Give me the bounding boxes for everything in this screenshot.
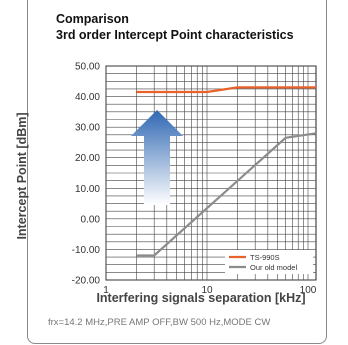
legend-label-ts990s: TS-990S <box>250 253 280 262</box>
series-line-ts990s <box>136 86 316 94</box>
y-tick-label: 10.00 <box>75 184 100 195</box>
y-tick-label: 0.00 <box>81 214 101 225</box>
chart-annotation: frx=14.2 MHz,PRE AMP OFF,BW 500 Hz,MODE … <box>48 317 271 328</box>
up-arrow-icon <box>131 110 184 205</box>
y-tick-label: 30.00 <box>75 123 100 134</box>
series-line-old-model <box>136 132 317 257</box>
chart-subtitle: 3rd order Intercept Point characteristic… <box>56 28 294 42</box>
chart-title: Comparison <box>56 12 129 26</box>
x-tick-label: 10 <box>201 285 213 296</box>
x-tick-label: 1 <box>103 285 109 296</box>
y-tick-label: -10.00 <box>72 245 101 256</box>
legend-box <box>225 250 313 274</box>
y-tick-label: -20.00 <box>72 276 101 287</box>
legend-label-old-model: Our old model <box>250 263 297 272</box>
x-axis-title: Interfering signals separation [kHz] <box>96 291 305 305</box>
y-axis-title: Intercept Point [dBm] <box>15 112 29 239</box>
chart-frame <box>27 0 327 344</box>
y-tick-label: 50.00 <box>75 62 100 73</box>
y-tick-label: 20.00 <box>75 153 100 164</box>
x-tick-label: 100 <box>300 285 317 296</box>
y-tick-label: 40.00 <box>75 92 100 103</box>
